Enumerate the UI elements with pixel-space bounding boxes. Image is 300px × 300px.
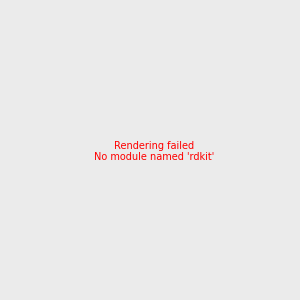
Text: Rendering failed
No module named 'rdkit': Rendering failed No module named 'rdkit': [94, 141, 214, 162]
